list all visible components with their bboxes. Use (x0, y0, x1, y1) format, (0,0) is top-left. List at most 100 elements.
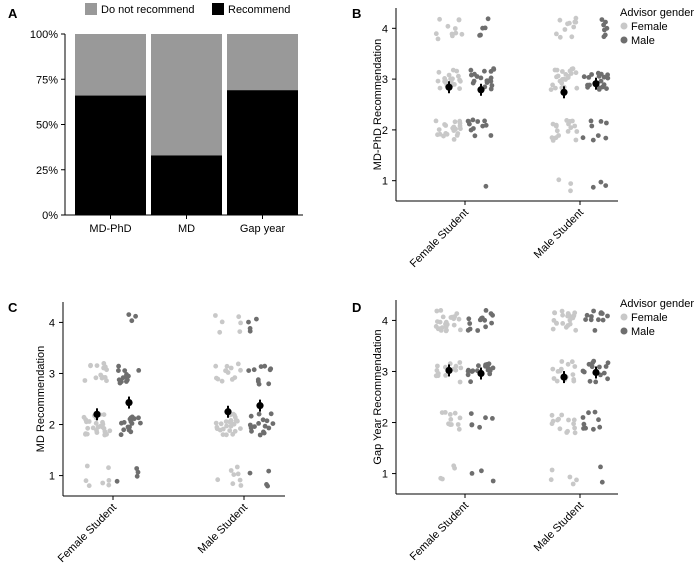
x-tick-label: Male Student (532, 207, 586, 261)
data-point-female (437, 16, 442, 22)
legend-label-male: Male (631, 35, 655, 47)
data-point-female (435, 78, 441, 84)
data-point-male (596, 417, 601, 423)
y-tick-label: 100% (30, 29, 58, 41)
data-point-female (106, 465, 111, 471)
data-point-male (470, 80, 476, 86)
data-point-female (550, 366, 556, 372)
data-point-male (490, 365, 496, 371)
data-point-male (482, 68, 487, 74)
data-point-female (451, 137, 457, 142)
data-point-male (489, 83, 495, 88)
data-point-male (136, 368, 142, 373)
bar-do-not-recommend (227, 34, 298, 91)
data-point-female (235, 361, 241, 367)
data-point-female (452, 26, 458, 31)
data-point-male (246, 368, 252, 373)
data-point-female (560, 69, 565, 74)
data-point-female (573, 15, 579, 21)
data-point-male (605, 376, 610, 382)
legend-swatch-female (620, 313, 628, 321)
x-tick-label: Female Student (408, 500, 471, 563)
bar-recommend (151, 155, 222, 215)
data-point-male (477, 424, 482, 430)
data-point-female (434, 308, 440, 314)
data-point-male (586, 75, 592, 80)
data-point-female (442, 79, 447, 84)
data-point-male (125, 377, 130, 383)
data-point-male (133, 313, 139, 319)
data-point-female (553, 123, 559, 129)
data-point-female (555, 73, 561, 79)
data-point-female (218, 421, 224, 427)
data-point-female (436, 69, 442, 75)
data-point-male (601, 74, 607, 80)
data-point-male (583, 425, 588, 431)
data-point-female (444, 131, 450, 137)
data-point-male (246, 319, 251, 325)
data-point-female (235, 471, 241, 477)
data-point-male (475, 328, 481, 333)
data-point-female (447, 412, 453, 417)
y-tick-label: 4 (382, 315, 388, 327)
legend-title: Advisor gender (620, 7, 694, 19)
data-point-male (605, 360, 611, 366)
y-tick-label: 2 (382, 418, 388, 430)
data-point-male (490, 416, 495, 421)
data-point-female (213, 313, 218, 318)
data-point-male (129, 318, 135, 324)
data-point-male (471, 126, 476, 131)
data-point-male (138, 420, 143, 426)
data-point-male (267, 367, 273, 373)
panel-d-chart: 1 2 3 4 Gap Year Recommendation Female Studen… (372, 298, 694, 563)
data-point-female (446, 72, 452, 78)
data-point-male (467, 121, 472, 127)
legend-label-female: Female (631, 312, 668, 324)
mean-marker (445, 366, 453, 375)
x-tick-label: MD (178, 223, 195, 235)
data-point-male (465, 372, 471, 378)
data-point-female (435, 373, 441, 379)
data-point-female (100, 419, 105, 425)
data-point-female (457, 360, 463, 365)
data-point-female (451, 463, 457, 469)
data-point-male (256, 421, 261, 426)
data-point-female (230, 481, 236, 487)
data-point-female (571, 421, 576, 427)
data-point-female (94, 430, 100, 435)
data-point-female (569, 359, 575, 365)
data-point-female (571, 417, 577, 423)
data-point-female (573, 70, 579, 76)
data-point-female (565, 21, 570, 27)
data-point-female (562, 27, 568, 32)
data-point-male (599, 17, 605, 22)
data-point-female (238, 426, 243, 431)
data-point-male (261, 430, 267, 436)
data-point-female (568, 181, 574, 187)
data-point-male (598, 78, 604, 84)
data-point-male (469, 471, 475, 476)
data-point-male (469, 422, 475, 427)
data-point-male (467, 321, 473, 326)
data-point-male (592, 328, 598, 333)
data-point-female (445, 23, 451, 29)
data-point-female (214, 424, 220, 430)
data-point-female (456, 426, 462, 432)
data-point-female (557, 17, 563, 23)
data-point-female (570, 66, 576, 72)
data-point-male (588, 317, 594, 323)
data-point-female (224, 423, 230, 429)
data-point-male (477, 33, 482, 38)
data-point-male (592, 409, 598, 415)
data-point-male (121, 427, 127, 433)
data-point-male (591, 426, 596, 432)
data-point-male (587, 378, 593, 384)
data-point-male (251, 367, 257, 373)
data-point-male (590, 137, 596, 143)
y-tick-label: 75% (36, 74, 58, 86)
panel-b-chart: 1 2 3 4 MD-PhD Recommendation Female Student M… (372, 7, 694, 270)
y-axis-label: MD Recommendation (35, 346, 47, 452)
data-point-female (93, 375, 99, 381)
y-tick-label: 4 (49, 317, 55, 329)
data-point-male (134, 466, 140, 471)
